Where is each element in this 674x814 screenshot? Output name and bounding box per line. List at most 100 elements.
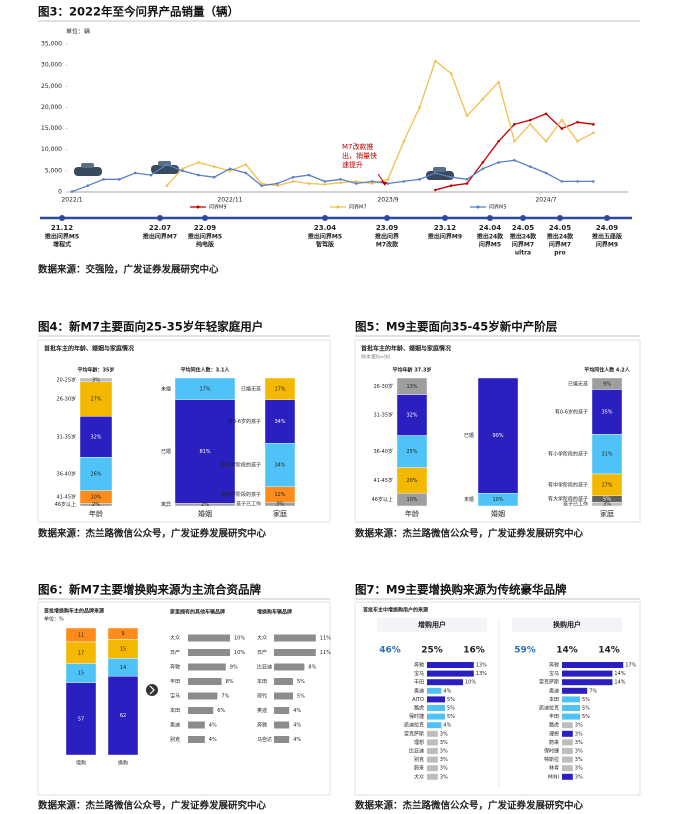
list-bar [562, 756, 573, 763]
legend-dot [196, 205, 200, 209]
list-label: 宝马 [170, 693, 180, 700]
list-label: 凯迪拉克 [404, 722, 424, 729]
list-value: 3% [575, 740, 583, 746]
segment-value: 5% [603, 496, 611, 502]
series-line [166, 59, 594, 187]
event-text: 推出五座版 [592, 233, 622, 241]
list-label: 特斯拉 [544, 756, 559, 763]
list-value: 3% [440, 774, 448, 780]
list-value: 5% [447, 697, 455, 703]
list-value: 3% [440, 731, 448, 737]
list-label: 雷克萨斯 [404, 730, 424, 737]
series-point [118, 178, 121, 181]
segment-value: 35% [601, 409, 612, 415]
list-label: 奔驰 [414, 662, 424, 669]
series-point [418, 106, 421, 109]
segment-label: 未婚 [464, 496, 474, 503]
bar-segment [174, 503, 236, 507]
segment-value: 17% [274, 386, 285, 392]
arrow-circle [146, 684, 158, 696]
list-value: 4% [443, 723, 451, 729]
series-point [212, 165, 216, 168]
event-date: 23.04 [314, 224, 336, 232]
list-bar [562, 679, 613, 686]
series-point [513, 123, 516, 126]
segment-value: 2% [92, 502, 100, 508]
series-point [465, 178, 469, 181]
list-label: 丰田 [414, 679, 424, 686]
event-text: 推出问界M9 [428, 233, 462, 241]
timeline-dot [557, 215, 563, 221]
list-bar [274, 649, 316, 656]
bar-name: 家庭 [273, 509, 287, 518]
event-text: 问界M7 [512, 241, 534, 249]
bar-segment [264, 501, 296, 507]
list-bar [427, 679, 463, 686]
list-label: 大众 [257, 635, 267, 642]
list-label: 宝马 [549, 670, 559, 677]
series-point [576, 120, 579, 124]
list-bar [562, 713, 580, 720]
y-tick-label: 25,000 [41, 83, 62, 90]
event-text: 推出问界M5 [188, 233, 222, 241]
segment-value: 17% [199, 386, 210, 392]
segment-label: 有小学阶段的孩子 [548, 451, 588, 458]
series-point [434, 171, 437, 175]
arrow-chevron [149, 685, 155, 695]
list-value: 3% [440, 766, 448, 772]
bar-segment [591, 501, 623, 507]
series-point [481, 161, 485, 164]
list-bar [427, 748, 438, 754]
segment-value: 31% [601, 452, 612, 458]
list-label: 大众 [170, 635, 180, 642]
segment-value: 25% [406, 449, 417, 455]
segment-value: 3% [92, 377, 100, 383]
series-point [323, 183, 327, 186]
segment-value: 34% [274, 463, 285, 469]
event-date: 22.09 [194, 224, 216, 232]
segment-value: 62 [120, 713, 126, 719]
event-text: 推出24款 [510, 233, 537, 241]
series-point [465, 114, 469, 118]
segment-value: 57 [78, 716, 84, 722]
list-bar [274, 721, 290, 729]
panel-subtitle: 首批车主的年龄、婚姻与家庭情况 [44, 345, 134, 353]
series-point [370, 182, 374, 185]
segment-label: 离异 [161, 501, 171, 508]
list-value: 4% [443, 688, 451, 694]
legend-label: 问界M9 [209, 204, 227, 211]
event-date: 24.05 [549, 224, 571, 232]
series-point [307, 173, 311, 177]
list-value: 5% [297, 694, 305, 700]
series-point [544, 112, 548, 116]
kpi-value: 59% [514, 646, 536, 656]
list-bar [188, 663, 226, 671]
list-label: 本田 [549, 696, 559, 703]
list-label: 日产 [257, 649, 267, 656]
timeline-dot [384, 215, 390, 221]
bar-note: 平均年龄 37.3岁 [392, 367, 431, 374]
unit-label: 单位：% [44, 616, 64, 623]
segment-value: 9 [121, 631, 124, 637]
figure-source: 数据来源：杰兰路微信公众号，广发证券发展研究中心 [354, 800, 584, 812]
list-value: 7% [221, 694, 229, 700]
series-point [244, 163, 248, 166]
bar-segment [477, 493, 519, 507]
list-bar [562, 670, 613, 677]
list-label: 保时捷 [409, 713, 424, 720]
timeline-dot [202, 215, 208, 221]
list-bar [188, 707, 214, 714]
series-point [149, 173, 153, 177]
bar-segment [79, 381, 113, 417]
timeline-dot [322, 215, 328, 221]
kpi-value: 46% [379, 646, 401, 656]
segment-label: 36-40岁 [56, 471, 76, 478]
list-label: 宝马 [414, 670, 424, 677]
bar-note: 平均同住人数：3.1人 [181, 367, 231, 374]
list-label: 路虎 [414, 705, 424, 712]
series-point [576, 139, 579, 143]
segment-value: 9% [603, 381, 611, 387]
car-window [433, 167, 446, 172]
series-point [434, 59, 437, 63]
list-label: 大众 [414, 773, 424, 780]
